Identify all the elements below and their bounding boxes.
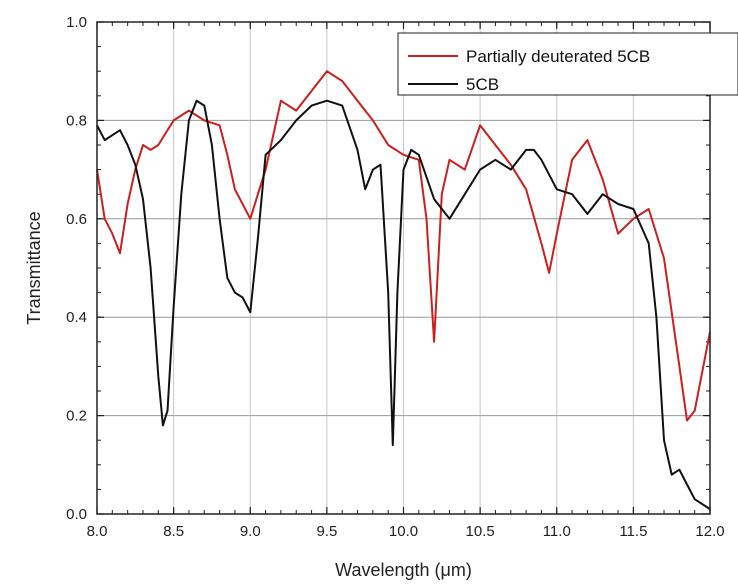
- x-tick-label: 9.5: [316, 523, 337, 540]
- series-layer: [96, 70, 711, 510]
- x-tick-label: 11.5: [619, 523, 647, 540]
- y-tick-label: 0.6: [66, 211, 87, 228]
- x-tick-label: 12.0: [695, 523, 724, 540]
- series-line-partially-deuterated-5cb: [96, 70, 711, 422]
- x-tick-label: 10.0: [389, 523, 418, 540]
- x-tick-label: 8.5: [163, 523, 184, 540]
- x-tick-label: 11.0: [543, 523, 571, 540]
- x-tick-label: 8.0: [87, 523, 108, 540]
- y-tick-label: 0.0: [66, 506, 87, 523]
- y-tick-label: 0.8: [66, 112, 87, 129]
- y-axis-title: Transmittance: [24, 211, 44, 324]
- x-tick-label: 9.0: [240, 523, 261, 540]
- x-axis-title: Wavelength (μm): [335, 560, 472, 580]
- y-tick-label: 0.4: [66, 309, 87, 326]
- y-tick-label: 1.0: [66, 14, 87, 31]
- series-line-5cb: [96, 99, 711, 510]
- grid: [97, 22, 710, 514]
- legend: Partially deuterated 5CB 5CB: [397, 32, 738, 96]
- x-tick-label: 10.5: [466, 523, 495, 540]
- legend-label-5cb: 5CB: [466, 75, 499, 94]
- y-tick-label: 0.2: [66, 408, 87, 425]
- tick-labels: 8.0 8.5 9.0 9.5 10.0 10.5 11.0 11.5 12.0 0.0 0.2 0.…: [66, 14, 724, 540]
- legend-label-partially-deuterated-5cb: Partially deuterated 5CB: [466, 47, 650, 66]
- plot-frame: [96, 21, 711, 515]
